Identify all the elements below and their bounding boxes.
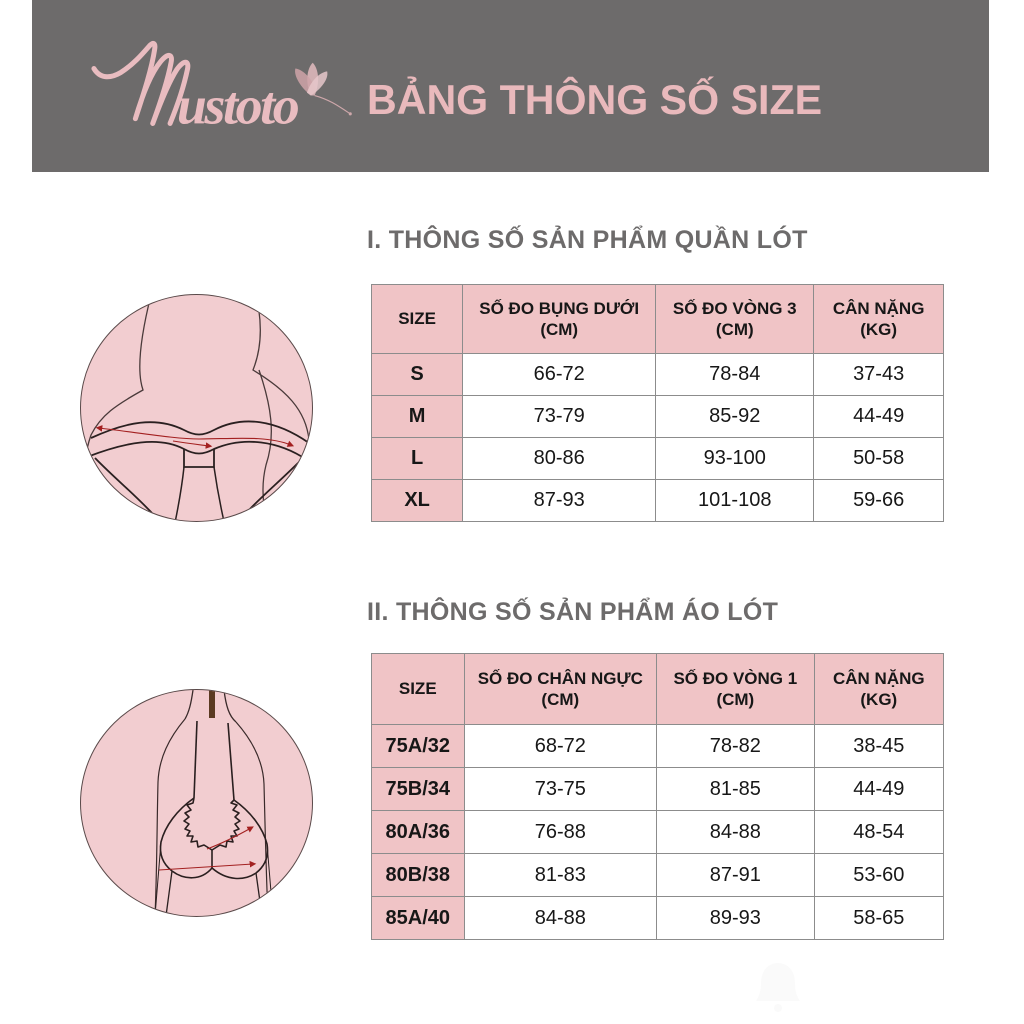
- svg-text:ustoto: ustoto: [177, 75, 299, 135]
